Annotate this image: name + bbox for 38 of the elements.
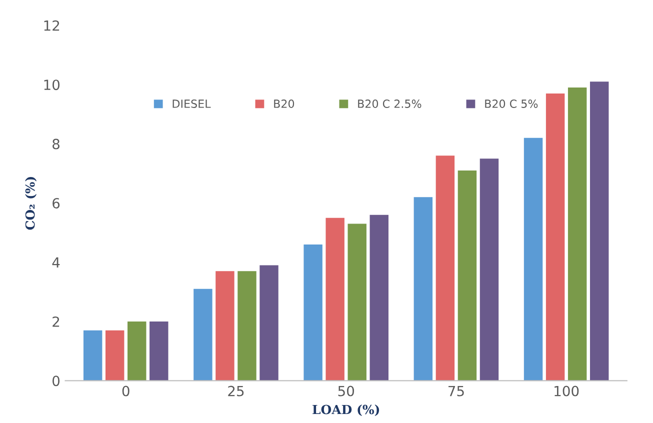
bar [216,271,234,381]
bar [414,197,433,381]
legend-label: B20 C 2.5% [358,100,422,108]
x-tick-label: 100 [554,386,579,396]
y-tick-label: 12 [44,20,60,31]
bar [524,138,543,381]
y-tick-label: 2 [52,316,60,327]
bar [590,82,609,381]
y-tick-label: 6 [52,198,60,209]
bar [326,218,344,381]
bar [546,93,565,381]
x-tick-label: 25 [228,386,244,396]
bar [348,224,366,381]
bar [370,214,388,381]
y-tick-label: 8 [52,138,60,150]
bar [83,330,102,381]
x-tick-label: 0 [122,386,130,396]
bar [194,288,212,381]
x-tick-label: 50 [338,386,354,396]
legend-label: B20 C 5% [485,100,538,108]
bar [458,170,477,381]
x-axis-title: LOAD (%) [312,404,380,416]
y-axis-title: CO₂ (%) [25,177,37,230]
bar [480,158,499,381]
bar [150,321,168,381]
bar [238,271,256,381]
bar [128,321,146,381]
y-tick-label: 4 [52,257,60,268]
y-tick-label: 10 [44,80,60,90]
legend-label: B20 [274,100,294,108]
legend-label: DIESEL [172,100,211,108]
bar [568,88,587,381]
y-tick-label: 0 [52,376,60,386]
bar [260,265,278,381]
bar [105,330,124,381]
bar [436,156,455,381]
bar [304,244,322,381]
x-tick-label: 75 [448,386,464,396]
